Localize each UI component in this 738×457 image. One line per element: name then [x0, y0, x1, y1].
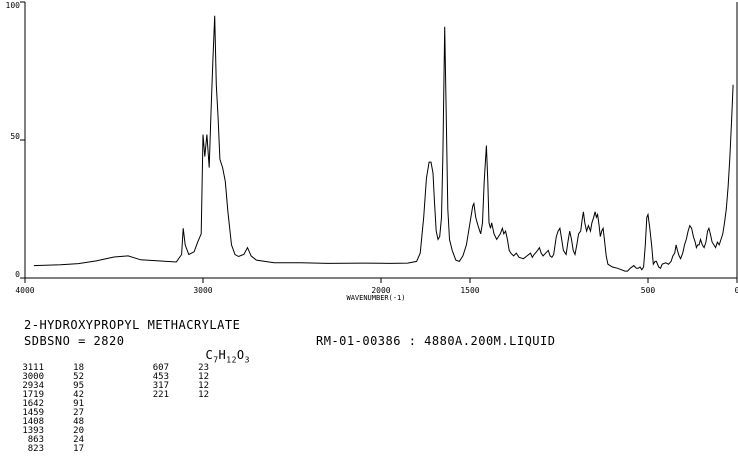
peak-wavenumber: 453	[152, 372, 169, 382]
peak-row: 607 23	[135, 364, 209, 373]
peak-intensity: 52	[73, 372, 84, 382]
peak-row: 3111 18	[10, 364, 84, 373]
x-tick-label: 1500	[460, 286, 479, 295]
peak-wavenumber: 1719	[22, 390, 44, 400]
peak-wavenumber: 1459	[22, 408, 44, 418]
formula-carbon: C	[205, 348, 214, 362]
formula-oxygen: O	[236, 348, 245, 362]
peak-intensity: 12	[198, 381, 209, 391]
peak-intensity: 12	[198, 390, 209, 400]
peak-row: 221 12	[135, 391, 209, 400]
peak-row: 823 17	[10, 445, 84, 454]
peak-wavenumber: 2934	[22, 381, 44, 391]
spectrum-line	[33, 15, 734, 272]
peak-row: 1719 42	[10, 391, 84, 400]
y-tick-label: 100	[6, 1, 21, 10]
sdbs-number: SDBSNO = 2820	[24, 334, 125, 348]
peak-intensity: 95	[73, 381, 84, 391]
peak-row: 1408 48	[10, 418, 84, 427]
peak-intensity: 23	[198, 363, 209, 373]
peak-wavenumber: 1642	[22, 399, 44, 409]
peak-row: 863 24	[10, 436, 84, 445]
peak-wavenumber: 3000	[22, 372, 44, 382]
plot-frame	[24, 2, 738, 279]
peak-row: 3000 52	[10, 373, 84, 382]
peak-row: 1459 27	[10, 409, 84, 418]
peak-wavenumber: 1393	[22, 426, 44, 436]
peak-wavenumber: 221	[152, 390, 169, 400]
y-tick-label: 50	[10, 132, 20, 141]
peak-row: 1393 20	[10, 427, 84, 436]
peak-intensity: 91	[73, 399, 84, 409]
x-tick-label: 3000	[193, 286, 212, 295]
peak-row: 317 12	[135, 382, 209, 391]
peak-intensity: 27	[73, 408, 84, 418]
x-tick-label: 2000	[371, 286, 390, 295]
peak-intensity: 18	[73, 363, 84, 373]
molecular-formula: C7H12O3	[190, 334, 250, 364]
peak-row: 1642 91	[10, 400, 84, 409]
axis-ticks	[20, 1, 738, 283]
peak-wavenumber: 1408	[22, 417, 44, 427]
measurement-info: RM-01-00386 : 4880A.200M.LIQUID	[316, 334, 556, 348]
formula-carbon-count: 7	[213, 355, 219, 365]
peak-intensity: 42	[73, 390, 84, 400]
x-tick-label: 0	[735, 286, 738, 295]
formula-oxygen-count: 3	[244, 355, 250, 365]
peak-row: 2934 95	[10, 382, 84, 391]
peak-wavenumber: 863	[27, 435, 44, 445]
peak-table-column-2: 607 23 453 12 317 12 221 12	[135, 364, 209, 400]
peak-wavenumber: 317	[152, 381, 169, 391]
axis-tick-labels: 4000 3000 2000 1500 500 0 0 50 100	[6, 1, 738, 295]
x-tick-label: 500	[641, 286, 656, 295]
peak-wavenumber: 3111	[22, 363, 44, 373]
peak-table-column-1: 3111 18 3000 52 2934 95 1719 42 1642 91 1459 27 1408…	[10, 364, 84, 454]
peak-intensity: 48	[73, 417, 84, 427]
peak-intensity: 12	[198, 372, 209, 382]
compound-name: 2-HYDROXYPROPYL METHACRYLATE	[24, 318, 241, 332]
y-tick-label: 0	[15, 270, 20, 279]
formula-hydrogen: H	[218, 348, 227, 362]
x-axis-label: WAVENUMBER(-1)	[346, 294, 405, 302]
peak-row: 453 12	[135, 373, 209, 382]
peak-intensity: 17	[73, 444, 84, 454]
peak-wavenumber: 607	[152, 363, 169, 373]
peak-intensity: 20	[73, 426, 84, 436]
x-tick-label: 4000	[15, 286, 34, 295]
formula-hydrogen-count: 12	[226, 355, 237, 365]
peak-intensity: 24	[73, 435, 84, 445]
peak-wavenumber: 823	[27, 444, 44, 454]
